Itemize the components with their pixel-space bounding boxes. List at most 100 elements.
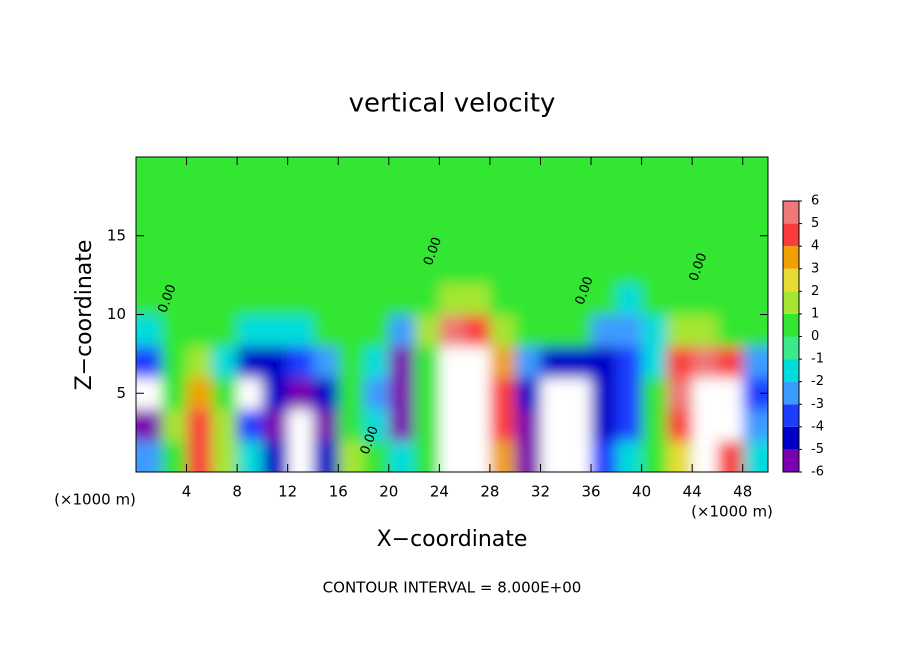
field-cell xyxy=(591,157,617,189)
field-cell xyxy=(161,220,188,252)
field-cell xyxy=(515,314,541,347)
field-cell xyxy=(186,251,213,284)
field-cell xyxy=(414,346,440,378)
field-cell xyxy=(136,188,162,221)
field-cell xyxy=(338,157,365,189)
colorbar-band xyxy=(783,404,799,427)
field-cell xyxy=(641,220,668,252)
field-cell xyxy=(464,157,491,189)
field-cell xyxy=(136,314,162,347)
x-tick-label: 36 xyxy=(581,483,600,501)
field-cell xyxy=(136,251,162,284)
x-axis-label: X−coordinate xyxy=(377,527,528,552)
field-cell xyxy=(591,346,617,378)
field-cell xyxy=(641,314,668,347)
field-cell xyxy=(540,220,567,252)
field-cell xyxy=(439,440,466,472)
field-cell xyxy=(439,251,466,284)
field-cell xyxy=(388,346,415,378)
colorbar-band xyxy=(783,426,799,450)
colorbar-label: 2 xyxy=(811,284,819,299)
field-cell xyxy=(388,440,415,472)
x-tick-label: 20 xyxy=(379,483,398,501)
field-cell xyxy=(211,314,238,347)
x-unit-label: (×1000 m) xyxy=(54,491,136,509)
field-cell xyxy=(338,314,365,347)
field-cell xyxy=(464,188,491,221)
field-cell xyxy=(287,220,314,252)
field-cell xyxy=(363,220,390,252)
field-cell xyxy=(211,346,238,378)
field-cell xyxy=(464,346,491,378)
field-cell xyxy=(312,377,339,410)
field-cell xyxy=(211,157,238,189)
field-cell xyxy=(515,409,541,441)
field-cell xyxy=(161,377,188,410)
field-cell xyxy=(439,188,466,221)
field-cell xyxy=(262,157,289,189)
field-cell xyxy=(262,283,289,315)
field-cell xyxy=(742,314,768,347)
field-cell xyxy=(211,440,238,472)
field-cell xyxy=(237,314,263,347)
field-cell xyxy=(237,157,263,189)
field-cell xyxy=(742,157,768,189)
field-cell xyxy=(338,440,365,472)
field-cell xyxy=(211,409,238,441)
field-cell xyxy=(161,251,188,284)
field-cell xyxy=(616,346,643,378)
colorbar-label: 0 xyxy=(811,329,819,344)
field-cell xyxy=(489,409,516,441)
field-cell xyxy=(489,314,516,347)
field-cell xyxy=(515,377,541,410)
field-cell xyxy=(540,440,567,472)
field-cell xyxy=(717,251,744,284)
field-cell xyxy=(186,440,213,472)
colorbar-band xyxy=(783,201,799,224)
field-cell xyxy=(616,314,643,347)
field-cell xyxy=(717,377,744,410)
field-cell xyxy=(439,409,466,441)
field-cell xyxy=(540,346,567,378)
field-cell xyxy=(641,409,668,441)
field-cell xyxy=(641,188,668,221)
field-cell xyxy=(717,314,744,347)
field-cell xyxy=(186,283,213,315)
footer: CONTOUR INTERVAL = 8.000E+00 xyxy=(323,579,582,597)
field-cell xyxy=(211,283,238,315)
x-tick-label: 16 xyxy=(329,483,348,501)
field-cell xyxy=(414,314,440,347)
field-cell xyxy=(237,188,263,221)
x-tick-label: 48 xyxy=(733,483,752,501)
chart-title: vertical velocity xyxy=(349,89,556,119)
field-cell xyxy=(414,251,440,284)
field-cell xyxy=(439,314,466,347)
colorbar-label: -6 xyxy=(811,465,824,480)
field-cell xyxy=(742,440,768,472)
field-cell xyxy=(565,409,592,441)
field-cell xyxy=(641,157,668,189)
field-cell xyxy=(161,409,188,441)
field-cell xyxy=(591,409,617,441)
field-cell xyxy=(717,409,744,441)
field-cell xyxy=(338,346,365,378)
field-cell xyxy=(136,409,162,441)
colorbar-label: 6 xyxy=(811,194,819,209)
field-cell xyxy=(312,314,339,347)
field-cell xyxy=(439,283,466,315)
field-cell xyxy=(717,440,744,472)
field-cell xyxy=(515,251,541,284)
field-cell xyxy=(312,188,339,221)
field-cell xyxy=(616,157,643,189)
colorbar-band xyxy=(783,336,799,360)
field-cell xyxy=(363,283,390,315)
field-cell xyxy=(439,157,466,189)
field-cell xyxy=(237,409,263,441)
field-cell xyxy=(464,314,491,347)
field-cell xyxy=(211,251,238,284)
field-cell xyxy=(666,220,693,252)
colorbar-band xyxy=(783,268,799,292)
colorbar-band xyxy=(783,246,799,269)
field-cell xyxy=(489,346,516,378)
field-cell xyxy=(565,251,592,284)
